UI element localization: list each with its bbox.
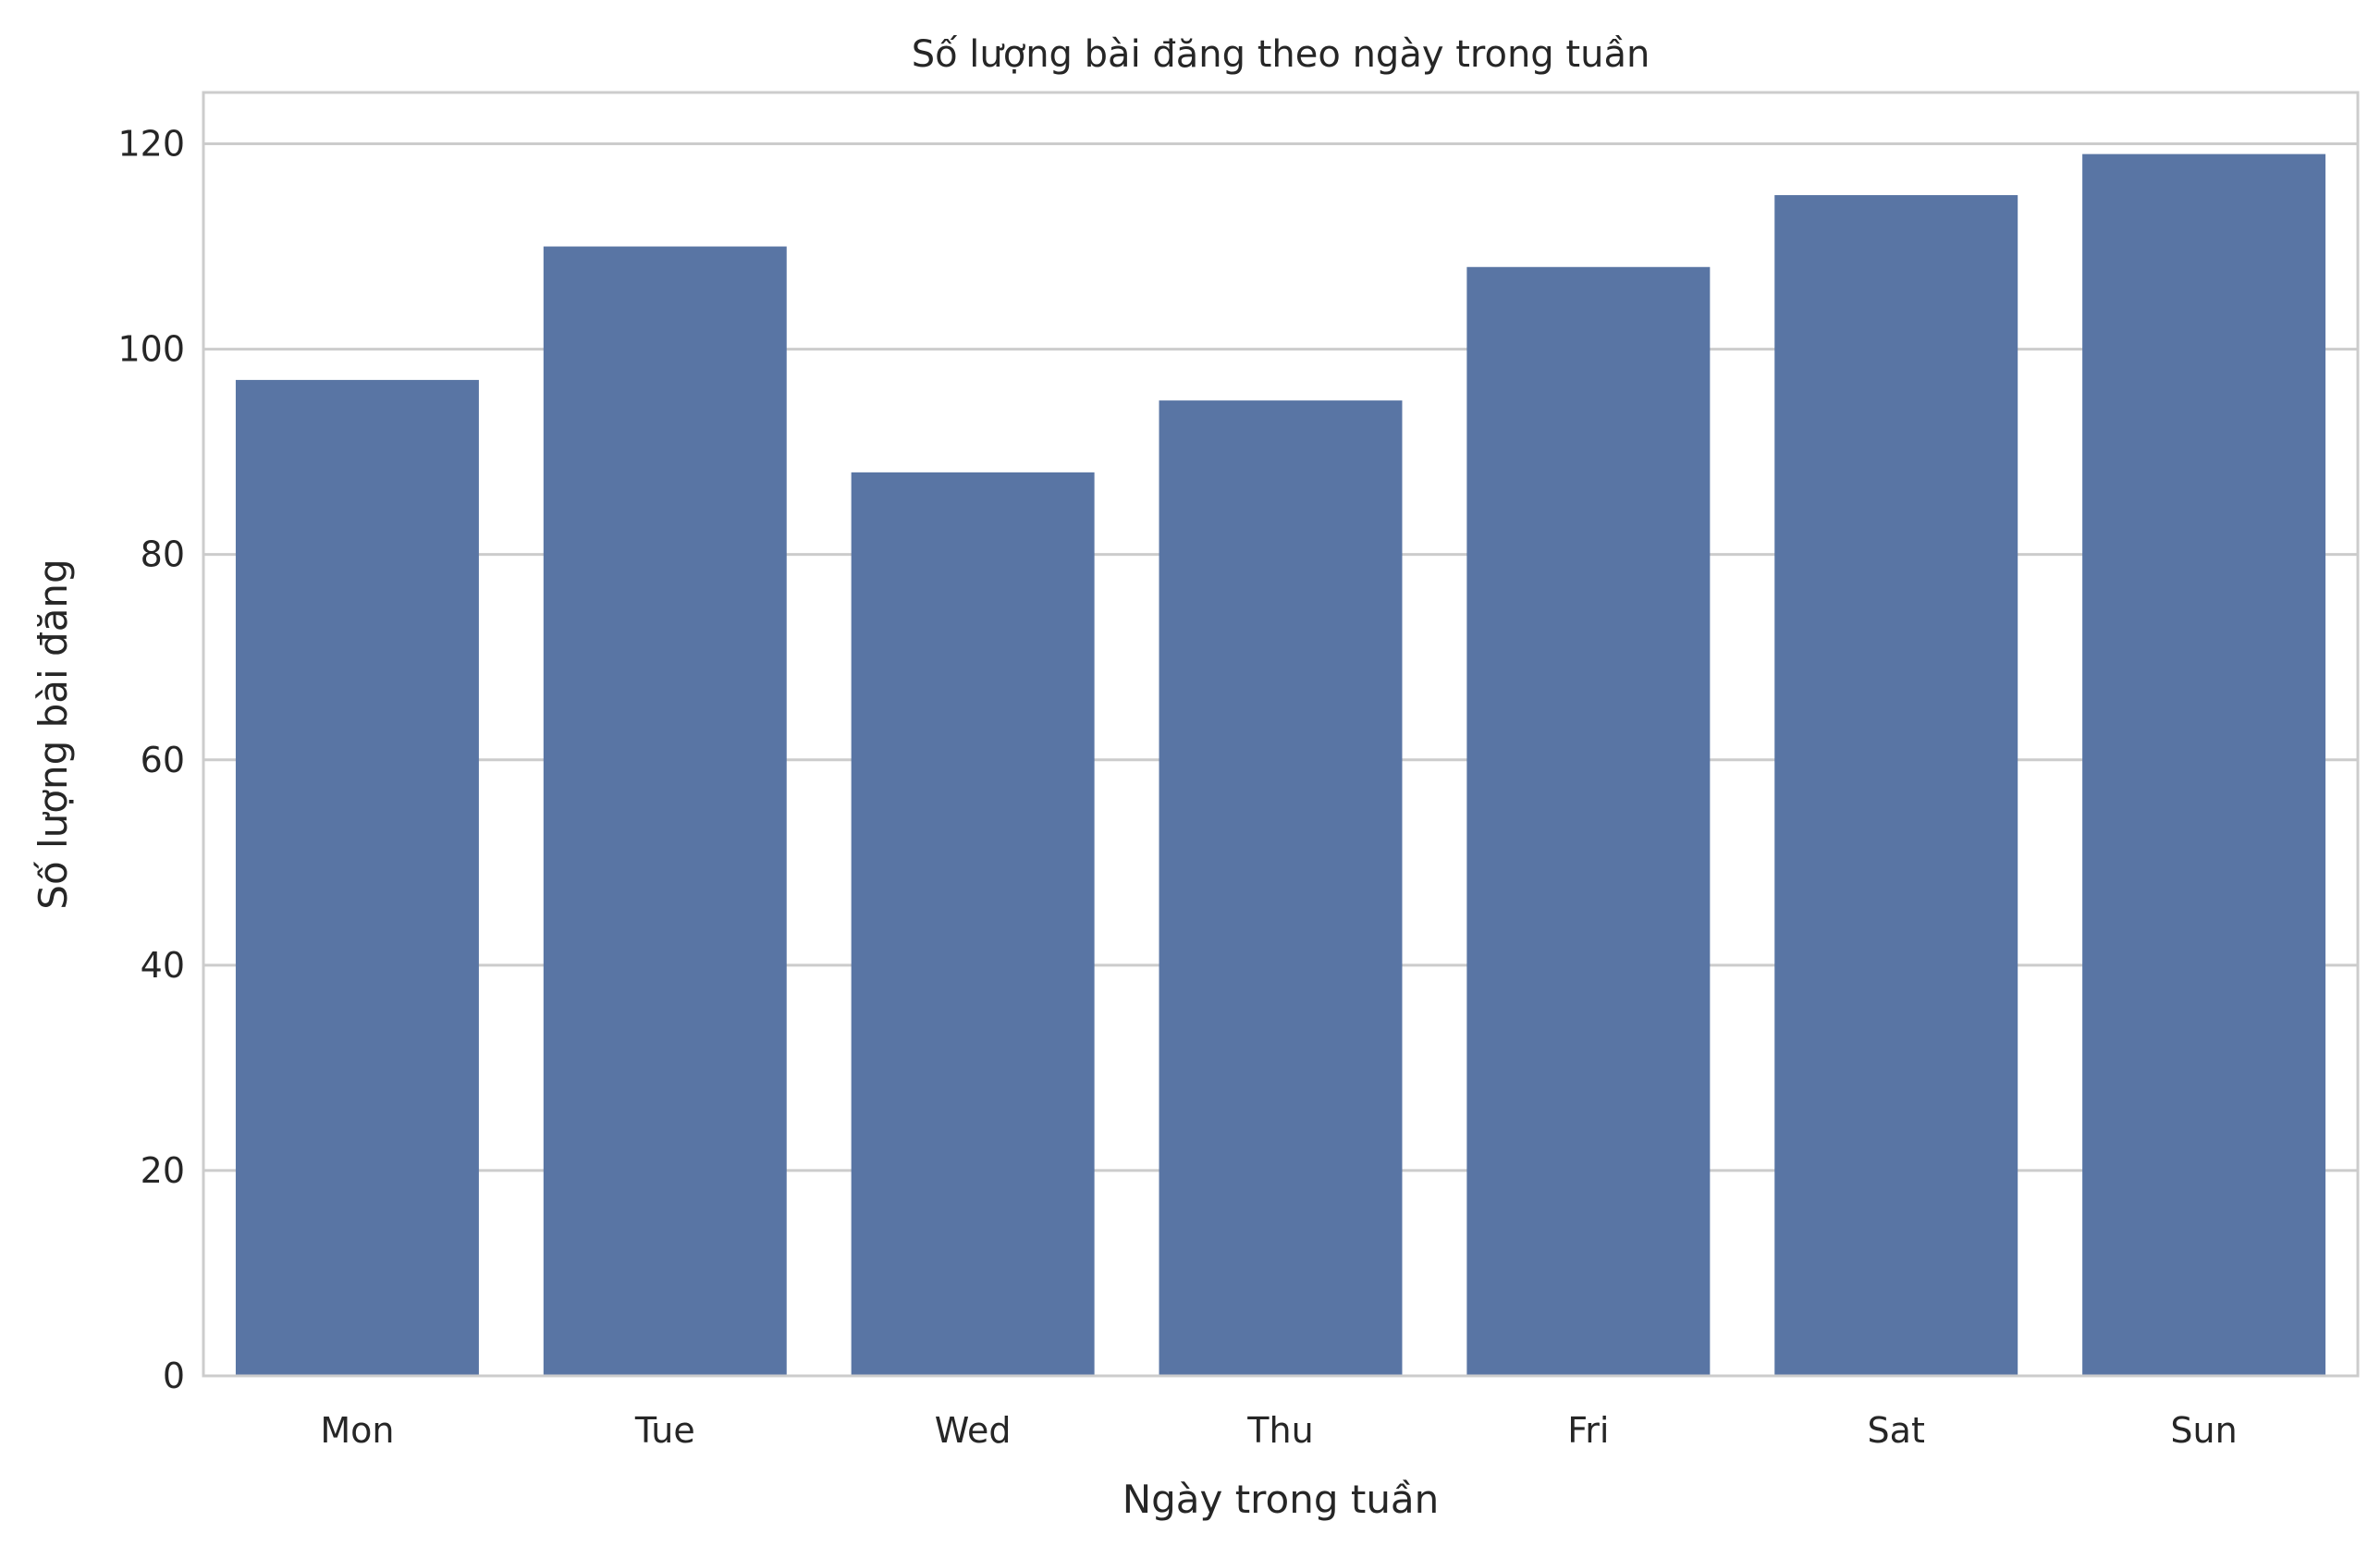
x-tick-label: Sat [1868,1410,1925,1451]
chart-title: Số lượng bài đăng theo ngày trong tuần [912,33,1650,76]
y-tick-label: 120 [117,124,185,165]
x-tick-label: Wed [935,1410,1012,1451]
bar-sat [1774,195,2018,1376]
y-tick-labels: 0 20 40 60 80 100 120 [117,124,185,1396]
y-tick-label: 60 [141,740,185,780]
y-tick-label: 40 [141,945,185,986]
bars [235,153,2326,1376]
x-tick-label: Thu [1246,1410,1313,1451]
y-tick-label: 80 [141,534,185,575]
x-tick-label: Mon [320,1410,394,1451]
bar-fri [1466,266,1711,1376]
bar-sun [2082,153,2326,1376]
x-tick-label: Fri [1567,1410,1609,1451]
bar-mon [235,379,479,1376]
bar-tue [543,246,787,1376]
plot-frame [202,91,2360,1378]
y-axis-label: Số lượng bài đăng [31,558,76,909]
x-tick-label: Sun [2170,1410,2237,1451]
y-tick-label: 20 [141,1150,185,1191]
y-tick-label: 0 [163,1356,185,1396]
x-axis-label: Ngày trong tuần [1123,1477,1440,1522]
y-tick-label: 100 [117,329,185,370]
x-tick-labels: Mon Tue Wed Thu Fri Sat Sun [320,1410,2237,1451]
x-tick-label: Tue [634,1410,695,1451]
bar-wed [851,472,1095,1376]
bar-thu [1159,400,1403,1376]
